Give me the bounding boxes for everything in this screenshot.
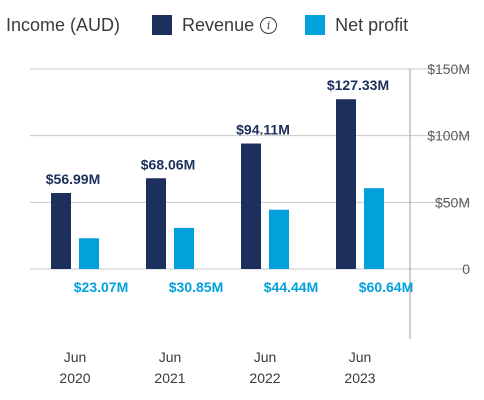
value-label-net-profit: $60.64M (359, 279, 413, 295)
x-tick-labels: Jun 2020 Jun 2021 Jun 2022 Jun 2023 (59, 349, 375, 386)
bar-net-profit (364, 188, 384, 269)
value-label-revenue: $68.06M (141, 156, 195, 172)
bar-revenue (51, 193, 71, 269)
x-tick-label-year: 2022 (249, 370, 280, 386)
value-labels: $56.99M $23.07M $68.06M $30.85M $94.11M $44.4… (46, 77, 413, 295)
y-tick-label: $100M (427, 128, 470, 144)
chart-legend: Income (AUD) Revenue i Net profit (6, 10, 436, 40)
y-tick-labels: $150M $100M $50M 0 (427, 61, 470, 277)
chart-title: Income (AUD) (6, 14, 121, 35)
value-label-net-profit: $23.07M (74, 279, 128, 295)
net-profit-swatch (305, 15, 326, 35)
bar-revenue (336, 99, 356, 269)
x-tick-label-year: 2021 (154, 370, 185, 386)
legend-label-revenue: Revenue (182, 14, 255, 35)
bar-revenue (241, 143, 261, 269)
y-tick-label: $150M (427, 61, 470, 77)
value-label-revenue: $56.99M (46, 171, 100, 187)
value-label-net-profit: $30.85M (169, 279, 223, 295)
legend-item-net-profit: Net profit (305, 15, 408, 36)
value-label-revenue: $127.33M (327, 77, 389, 93)
x-tick-label-year: 2020 (59, 370, 90, 386)
bar-net-profit (174, 227, 194, 269)
value-label-revenue: $94.11M (236, 122, 290, 138)
bars (51, 99, 384, 269)
bar-net-profit (79, 238, 99, 269)
y-tick-label: $50M (435, 194, 470, 210)
x-tick-label-month: Jun (159, 349, 182, 365)
x-tick-label-month: Jun (254, 349, 277, 365)
bar-revenue (146, 178, 166, 269)
bar-net-profit (269, 209, 289, 269)
x-tick-label-year: 2023 (344, 370, 375, 386)
legend-label-net-profit: Net profit (335, 14, 409, 35)
value-label-net-profit: $44.44M (264, 279, 318, 295)
x-tick-label-month: Jun (64, 349, 87, 365)
info-icon[interactable]: i (260, 16, 278, 34)
x-tick-label-month: Jun (349, 349, 372, 365)
legend-item-revenue: Revenue i (152, 14, 278, 36)
revenue-swatch (152, 15, 173, 35)
y-tick-label: 0 (462, 261, 470, 277)
